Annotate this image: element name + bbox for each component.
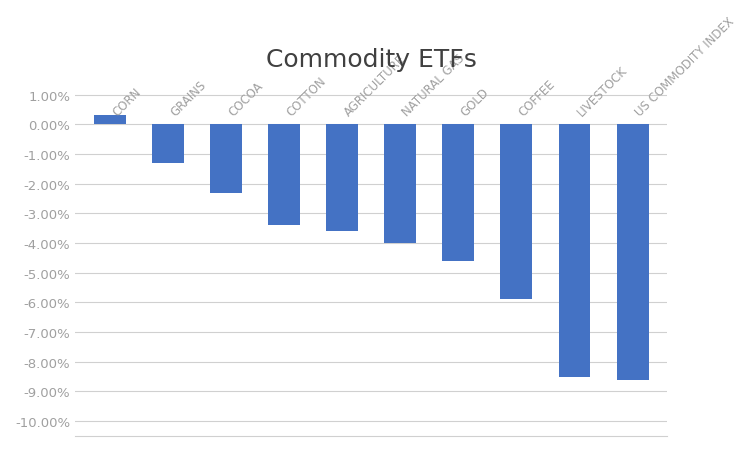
Bar	[94, 116, 126, 125]
Text: CORN: CORN	[110, 86, 144, 119]
Bar	[442, 125, 475, 261]
Text: AGRICULTURE: AGRICULTURE	[342, 53, 409, 119]
Bar	[326, 125, 358, 232]
Title: Commodity ETFs: Commodity ETFs	[265, 48, 477, 72]
Text: LIVESTOCK: LIVESTOCK	[575, 64, 629, 119]
Text: COCOA: COCOA	[226, 80, 265, 119]
Bar	[384, 125, 416, 244]
Bar	[500, 125, 532, 300]
Bar	[210, 125, 242, 193]
Text: GOLD: GOLD	[458, 86, 492, 119]
Text: GRAINS: GRAINS	[168, 79, 208, 119]
Text: COFFEE: COFFEE	[517, 78, 558, 119]
Bar	[559, 125, 590, 377]
Text: US COMMODITY INDEX: US COMMODITY INDEX	[632, 15, 736, 119]
Text: NATURAL GAS: NATURAL GAS	[400, 52, 468, 119]
Bar	[268, 125, 300, 226]
Bar	[152, 125, 184, 164]
Bar	[617, 125, 648, 380]
Text: COTTON: COTTON	[284, 75, 329, 119]
